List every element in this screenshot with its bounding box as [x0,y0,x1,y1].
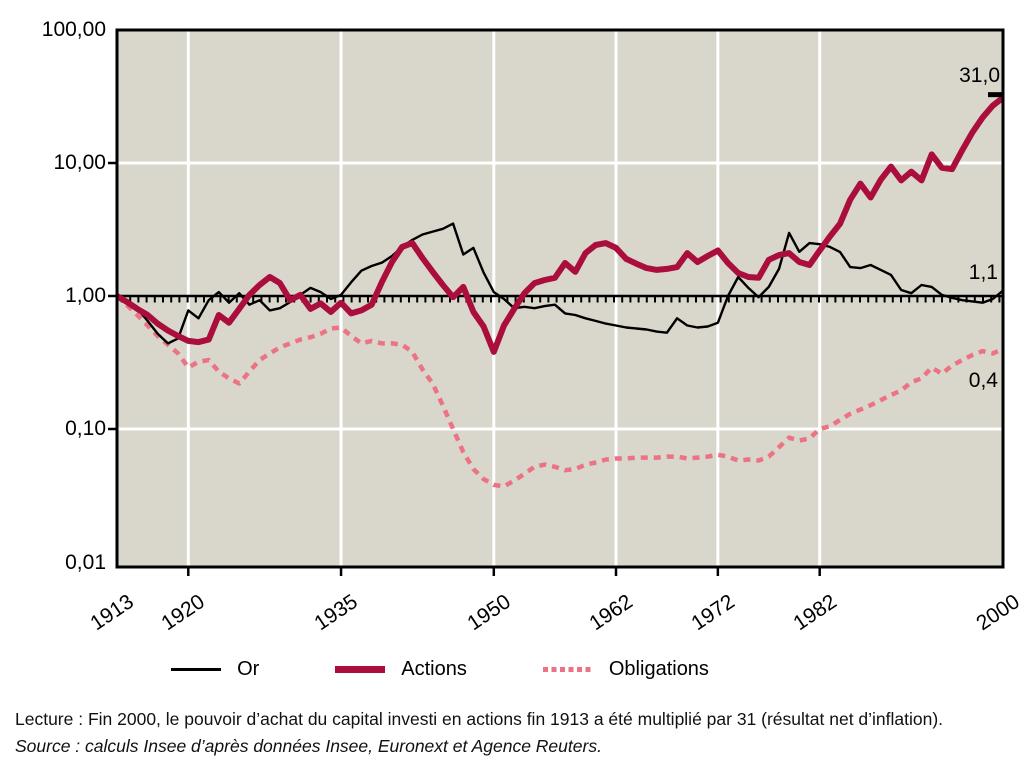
actions-line-swatch [335,666,386,673]
legend-item-obligations: Obligations [542,658,709,681]
legend-label-or: Or [237,658,260,680]
legend-label-obligations: Obligations [608,658,709,680]
or-line-swatch [171,668,222,671]
plot-canvas [108,28,1005,576]
end-label-or: 1,1 [968,261,998,284]
y-tick-label-1: 1,00 [65,284,106,307]
legend-label-actions: Actions [401,658,467,680]
legend-item-or: Or [171,658,259,681]
legend: Or Actions Obligations [0,658,880,681]
plot-region: 100,00 10,00 1,00 0,10 0,01 1913 1920 19… [41,18,1024,635]
legend-item-actions: Actions [335,658,467,681]
footer-notes: Lecture : Fin 2000, le pouvoir d’achat d… [15,706,1015,760]
y-tick-label-10: 10,00 [53,151,106,174]
source-note: Source : calculs Insee d’après données I… [15,736,602,756]
obligations-line-swatch [542,667,593,672]
end-label-actions: 31,0 [959,64,1000,87]
y-tick-label-01: 0,10 [65,417,106,440]
y-tick-label-001: 0,01 [65,551,106,574]
y-tick-label-100: 100,00 [41,18,106,41]
lecture-note: Lecture : Fin 2000, le pouvoir d’achat d… [15,709,944,729]
end-label-obligations: 0,4 [968,369,998,392]
